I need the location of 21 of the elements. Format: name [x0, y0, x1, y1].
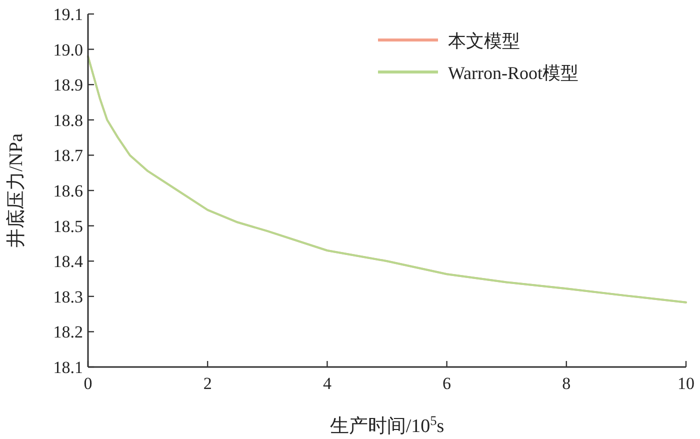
x-tick-label: 6 [442, 374, 452, 393]
x-tick-label: 0 [84, 374, 92, 393]
y-tick-label: 18.6 [53, 182, 83, 200]
legend-label: Warron-Root模型 [448, 63, 579, 83]
y-tick-label: 18.3 [53, 287, 83, 306]
y-tick-label: 18.4 [53, 252, 84, 272]
y-tick-label: 18.8 [53, 110, 83, 130]
y-tick-label: 18.1 [53, 358, 83, 377]
x-axis-title: 生产时间/10$^{5}$s [330, 412, 444, 437]
x-tick-label: 8 [562, 374, 571, 393]
x-tick-label: 4 [322, 374, 332, 393]
y-tick-label: 18.5 [53, 216, 83, 236]
x-tick-label: 10 [678, 374, 694, 393]
x-tick-label: 2 [203, 374, 212, 393]
y-tick-label: 18.2 [53, 322, 83, 342]
y-tick-label: 19.0 [53, 40, 83, 60]
y-tick-label: 19.1 [53, 5, 83, 24]
y-tick-label: 18.9 [53, 76, 83, 95]
legend-label: 本文模型 [448, 31, 520, 51]
y-tick-label: 18.7 [53, 146, 84, 166]
y-axis-title: 井底压力/NPa [5, 132, 27, 248]
